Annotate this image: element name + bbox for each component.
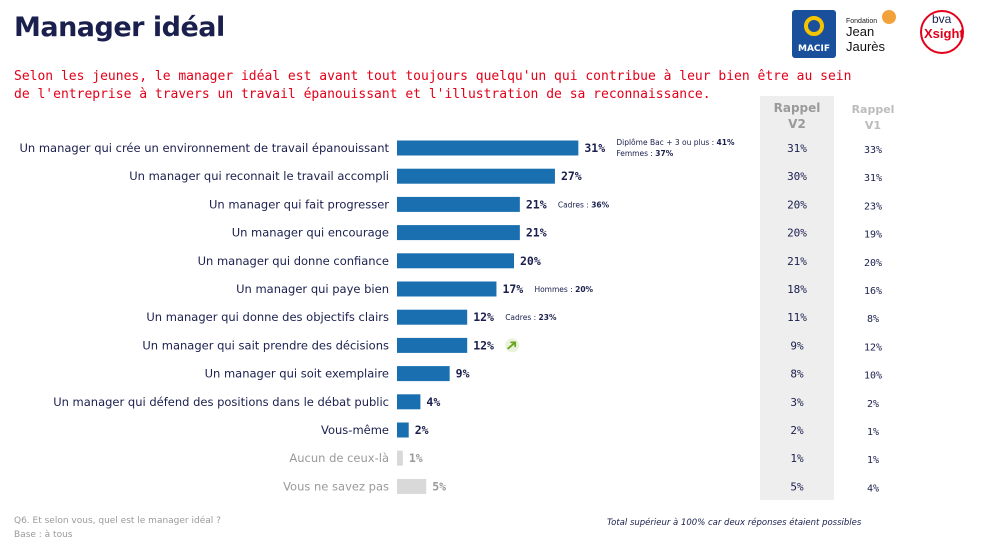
- bar-value-label: 21%: [526, 197, 547, 211]
- rappel-v1-value: 2%: [867, 399, 879, 410]
- bar-value-label: 27%: [561, 169, 582, 183]
- bar: [397, 394, 421, 410]
- category-label: Un manager qui paye bien: [236, 282, 389, 296]
- bar: [397, 168, 555, 184]
- macif-mark-icon: [804, 16, 824, 36]
- rappel-v1-value: 33%: [864, 145, 882, 156]
- footer-base: Base : à tous: [14, 530, 73, 540]
- subgroup-annotation: Diplôme Bac + 3 ou plus : 41%: [616, 138, 735, 147]
- bar-value-label: 4%: [426, 395, 440, 409]
- rappel-v1-value: 19%: [864, 230, 882, 241]
- subgroup-annotation: Hommes : 20%: [534, 285, 593, 294]
- macif-logo: MACIF: [792, 10, 836, 58]
- bar-value-label: 9%: [456, 367, 470, 381]
- bar-value-label: 17%: [502, 282, 523, 296]
- trend-up-icon: [507, 341, 517, 350]
- rappel-v2-value: 20%: [787, 227, 807, 240]
- rappel-v1-value: 31%: [864, 173, 882, 184]
- rappel-v2-header: Rappel V2: [773, 101, 821, 131]
- bar: [397, 309, 468, 325]
- bar: [397, 225, 520, 241]
- rappel-v1-value: 20%: [864, 258, 882, 269]
- rappel-v1-value: 1%: [867, 455, 879, 466]
- rappel-v2-value: 9%: [790, 339, 804, 352]
- rappel-v2-value: 31%: [787, 142, 807, 155]
- rappel-v2-value: 8%: [790, 368, 804, 381]
- page-subtitle: Selon les jeunes, le manager idéal est a…: [14, 69, 852, 102]
- rappel-v2-value: 18%: [787, 283, 807, 296]
- jaures-logo-small: Fondation: [846, 18, 878, 25]
- rappel-v2-value: 21%: [787, 255, 807, 268]
- bva-logo: bva Xsight: [920, 8, 980, 58]
- bar: [397, 281, 497, 297]
- footer-note: Total supérieur à 100% car deux réponses…: [607, 518, 862, 528]
- bar: [397, 450, 403, 466]
- bar-value-label: 1%: [409, 451, 423, 465]
- category-label: Vous ne savez pas: [283, 479, 389, 493]
- category-label: Un manager qui reconnait le travail acco…: [129, 169, 389, 183]
- category-label: Un manager qui donne confiance: [198, 254, 389, 268]
- bar: [397, 196, 520, 212]
- rappel-v2-value: 2%: [790, 424, 804, 437]
- category-label: Un manager qui crée un environnement de …: [19, 141, 389, 155]
- category-label: Un manager qui défend des positions dans…: [53, 395, 389, 409]
- bar: [397, 337, 468, 353]
- jaures-logo-name: Jean Jaurès: [846, 24, 886, 54]
- rappel-v2-value: 30%: [787, 170, 807, 183]
- rappel-v2-value: 1%: [790, 452, 804, 465]
- rappel-v1-value: 4%: [867, 483, 879, 494]
- rappel-v1-value: 16%: [864, 286, 882, 297]
- rappel-v1-value: 12%: [864, 342, 882, 353]
- rappel-v1-value: 1%: [867, 427, 879, 438]
- logo-group: MACIF Fondation Jean Jaurès bva Xsight: [792, 8, 982, 60]
- category-label: Un manager qui donne des objectifs clair…: [146, 310, 389, 324]
- bva-logo-top: bva: [932, 12, 952, 26]
- bar-value-label: 12%: [473, 338, 494, 352]
- rappel-v1-header: Rappel V1: [851, 103, 895, 132]
- rappel-v2-column-bg: [760, 96, 834, 500]
- category-label: Un manager qui soit exemplaire: [205, 367, 389, 381]
- bar-value-label: 2%: [415, 423, 429, 437]
- footer-question: Q6. Et selon vous, quel est le manager i…: [14, 516, 221, 526]
- jean-jaures-logo: Fondation Jean Jaurès: [846, 10, 916, 58]
- category-label: Un manager qui encourage: [232, 226, 389, 240]
- rappel-v2-value: 20%: [787, 198, 807, 211]
- rappel-v1-value: 23%: [864, 201, 882, 212]
- bar-value-label: 12%: [473, 310, 494, 324]
- bar: [397, 140, 579, 156]
- bar-value-label: 20%: [520, 254, 541, 268]
- bar: [397, 478, 427, 494]
- rappel-v1-value: 8%: [867, 314, 879, 325]
- subgroup-annotation: Femmes : 37%: [616, 149, 673, 158]
- subgroup-annotation: Cadres : 23%: [505, 313, 557, 322]
- bar: [397, 422, 409, 438]
- rappel-v2-value: 11%: [787, 311, 807, 324]
- bar-value-label: 21%: [526, 226, 547, 240]
- subgroup-annotation: Cadres : 36%: [558, 200, 610, 209]
- category-label: Un manager qui sait prendre des décision…: [142, 338, 389, 352]
- bar: [397, 366, 450, 382]
- category-label: Aucun de ceux-là: [289, 451, 389, 465]
- bar: [397, 253, 514, 269]
- bva-circle-icon: [920, 10, 964, 54]
- macif-logo-text: MACIF: [797, 44, 831, 54]
- bar-value-label: 5%: [432, 479, 446, 493]
- bva-logo-bottom: Xsight: [924, 26, 964, 41]
- rappel-v2-value: 3%: [790, 396, 804, 409]
- category-label: Un manager qui fait progresser: [209, 197, 389, 211]
- rappel-v2-value: 5%: [790, 480, 804, 493]
- page-title: Manager idéal: [14, 12, 225, 43]
- jaures-dot-icon: [882, 10, 896, 24]
- bar-value-label: 31%: [584, 141, 605, 155]
- rappel-v1-value: 10%: [864, 371, 882, 382]
- category-label: Vous-même: [321, 423, 389, 437]
